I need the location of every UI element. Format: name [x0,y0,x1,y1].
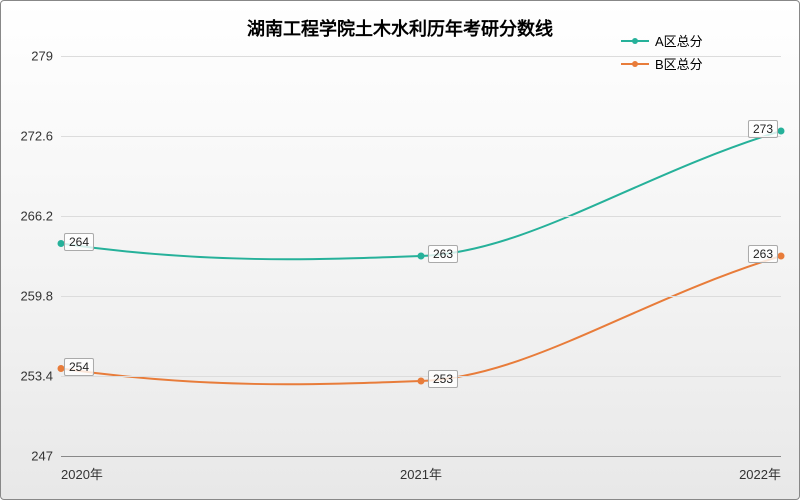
legend-swatch-a [621,40,649,42]
legend-item-a: A区总分 [621,31,703,50]
data-label: 254 [64,358,94,376]
y-tick-label: 279 [31,49,61,64]
data-label: 273 [748,120,778,138]
data-point [778,128,785,135]
y-tick-label: 266.2 [20,209,61,224]
gridline [61,216,781,217]
y-tick-label: 272.6 [20,129,61,144]
gridline [61,296,781,297]
x-tick-label: 2022年 [739,456,781,483]
data-point [418,378,425,385]
data-label: 263 [428,245,458,263]
series-line [61,256,781,384]
chart-container: 湖南工程学院土木水利历年考研分数线 A区总分 B区总分 247253.4259.… [0,0,800,500]
data-point [778,253,785,260]
data-label: 264 [64,233,94,251]
gridline [61,56,781,57]
line-layer [61,56,781,456]
plot-area: 247253.4259.8266.2272.62792020年2021年2022… [61,56,781,456]
legend-label-a: A区总分 [655,31,703,50]
y-tick-label: 259.8 [20,289,61,304]
data-label: 263 [748,245,778,263]
y-tick-label: 253.4 [20,369,61,384]
series-line [61,131,781,259]
x-tick-label: 2020年 [61,456,103,483]
x-tick-label: 2021年 [400,456,442,483]
data-point [418,253,425,260]
y-tick-label: 247 [31,449,61,464]
data-label: 253 [428,370,458,388]
gridline [61,136,781,137]
gridline [61,376,781,377]
